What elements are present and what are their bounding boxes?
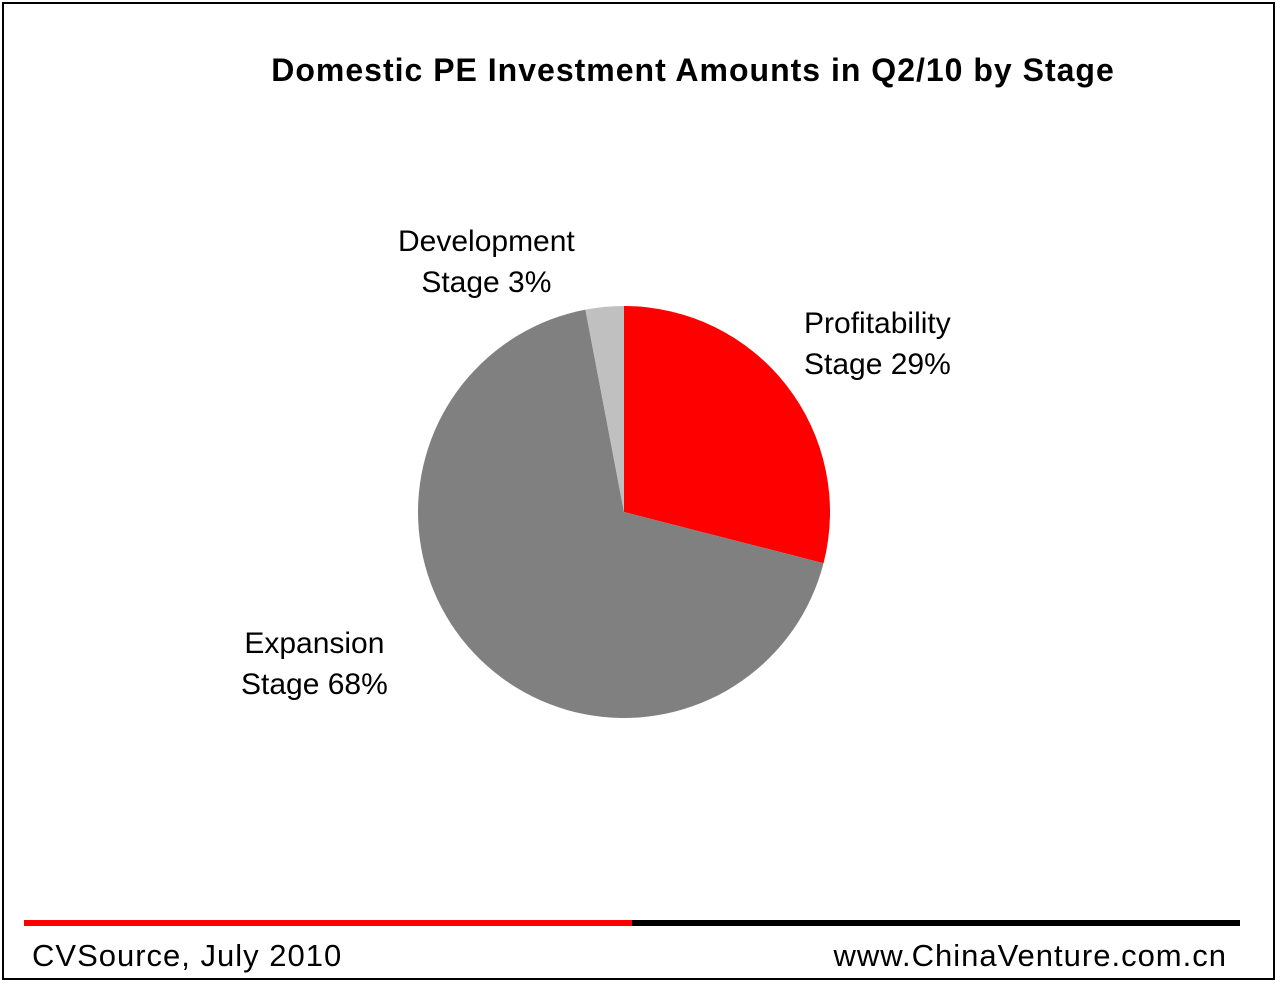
pie-slice-profitability	[624, 306, 831, 564]
slice-label-profitability-line1: Profitability	[804, 307, 951, 340]
slice-label-development-line2: Stage 3%	[421, 266, 552, 299]
footer-divider-black	[632, 920, 1240, 926]
footer-divider-red	[24, 920, 632, 926]
slice-label-profitability-line2: Stage 29%	[804, 348, 951, 381]
slice-label-profitability: Profitability Stage 29%	[804, 303, 951, 385]
pie-slice-expansion	[418, 309, 824, 719]
slice-label-expansion: Expansion Stage 68%	[241, 623, 388, 705]
slice-label-expansion-line2: Stage 68%	[241, 668, 388, 701]
chart-title: Domestic PE Investment Amounts in Q2/10 …	[271, 52, 1115, 88]
slice-label-expansion-line1: Expansion	[244, 627, 385, 660]
slice-label-development-line1: Development	[398, 225, 575, 258]
pie-slice-development	[585, 306, 624, 512]
slice-label-development: Development Stage 3%	[398, 221, 575, 303]
website-link[interactable]: www.ChinaVenture.com.cn	[833, 938, 1227, 973]
source-note: CVSource, July 2010	[32, 938, 343, 973]
